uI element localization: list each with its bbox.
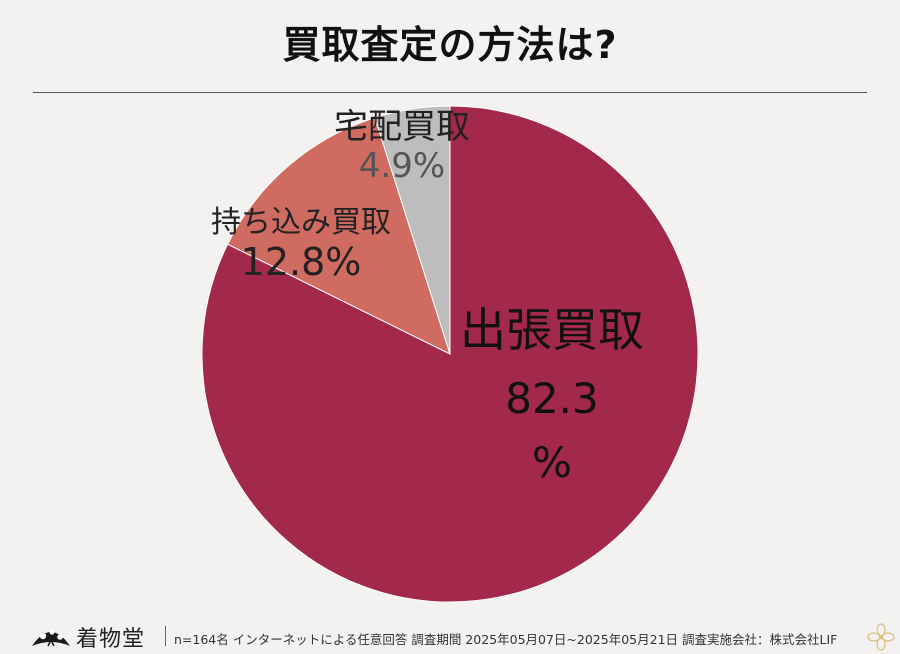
label-mochikomi: 持ち込み買取 12.8%: [196, 205, 406, 284]
footer: 着物堂 n=164名 インターネットによる任意回答 調査期間 2025年05月0…: [0, 620, 900, 654]
label-shucchou-value: 82.3: [505, 374, 599, 424]
label-shucchou: 出張買取 82.3 %: [452, 298, 652, 490]
survey-note: n=164名 インターネットによる任意回答 調査期間 2025年05月07日~2…: [174, 632, 838, 647]
label-mochikomi-name: 持ち込み買取: [211, 205, 391, 240]
title-divider: [33, 92, 867, 93]
fan-logo-icon: [32, 629, 70, 647]
logo-text: 着物堂: [76, 627, 146, 652]
pie-slice-1: [226, 117, 451, 355]
label-takuhai: 宅配買取 4.9%: [316, 107, 488, 187]
label-takuhai-name: 宅配買取: [334, 107, 470, 147]
label-mochikomi-value: 12.8%: [240, 239, 362, 284]
label-shucchou-unit: %: [532, 437, 572, 487]
flower-decoration-icon: [867, 623, 895, 651]
logo-separator: [165, 626, 166, 646]
pie-slice-2: [374, 105, 451, 355]
label-shucchou-name: 出張買取: [460, 303, 644, 357]
chart-title: 買取査定の方法は?: [282, 23, 618, 67]
label-takuhai-value: 4.9%: [358, 146, 446, 187]
